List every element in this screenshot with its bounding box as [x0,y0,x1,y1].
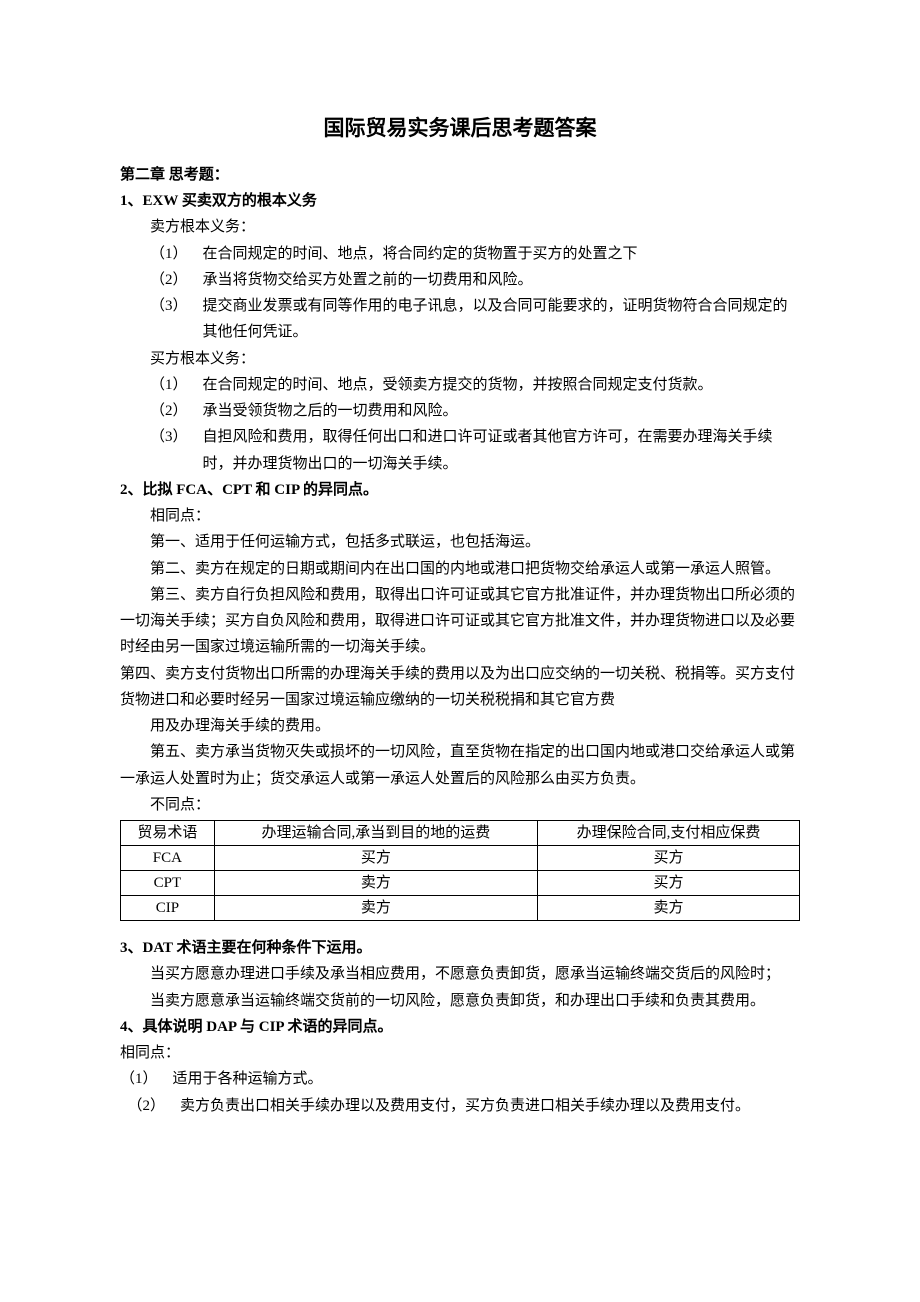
q4-item: （1） 适用于各种运输方式。 [120,1066,800,1092]
list-marker: （3） [150,293,188,346]
list-marker: （2） [150,398,188,424]
q2-heading: 2、比拟 FCA、CPT 和 CIP 的异同点。 [120,477,800,503]
q4-item: （2） 卖方负责出口相关手续办理以及费用支付，买方负责进口相关手续办理以及费用支… [120,1093,800,1119]
q2-same-label: 相同点： [120,503,800,529]
list-text: 卖方负责出口相关手续办理以及费用支付，买方负责进口相关手续办理以及费用支付。 [180,1093,800,1119]
table-row: CPT 卖方 买方 [121,871,800,896]
list-marker: （1） [150,372,188,398]
table-cell: CIP [121,896,215,921]
list-marker: （3） [150,424,188,477]
page-title: 国际贸易实务课后思考题答案 [120,110,800,147]
q2-point-4a: 第四、卖方支付货物出口所需的办理海关手续的费用以及为出口应交纳的一切关税、税捐等… [120,661,800,714]
q3-p1: 当买方愿意办理进口手续及承当相应费用，不愿意负责卸货，愿承当运输终端交货后的风险… [120,961,800,987]
q2-point-2: 第二、卖方在规定的日期或期间内在出口国的内地或港口把货物交给承运人或第一承运人照… [120,556,800,582]
chapter-heading: 第二章 思考题： [120,162,800,188]
list-marker: （1） [120,1066,158,1092]
q1-seller-item: （3） 提交商业发票或有同等作用的电子讯息，以及合同可能要求的，证明货物符合合同… [120,293,800,346]
list-marker: （2） [128,1093,166,1119]
table-header: 办理保险合同,支付相应保费 [537,821,799,846]
spacer [120,921,800,935]
q2-point-4b: 用及办理海关手续的费用。 [120,713,800,739]
q1-buyer-label: 买方根本义务： [120,346,800,372]
q1-seller-label: 卖方根本义务： [120,214,800,240]
list-marker: （1） [150,241,188,267]
q1-buyer-item: （2） 承当受领货物之后的一切费用和风险。 [120,398,800,424]
table-cell: 买方 [214,846,537,871]
table-row: CIP 卖方 卖方 [121,896,800,921]
table-cell: 卖方 [537,896,799,921]
q2-diff-label: 不同点： [120,792,800,818]
list-text: 提交商业发票或有同等作用的电子讯息，以及合同可能要求的，证明货物符合合同规定的其… [203,293,800,346]
q4-same-label: 相同点： [120,1040,800,1066]
comparison-table: 贸易术语 办理运输合同,承当到目的地的运费 办理保险合同,支付相应保费 FCA … [120,820,800,921]
q2-point-3: 第三、卖方自行负担风险和费用，取得出口许可证或其它官方批准证件，并办理货物出口所… [120,582,800,661]
q1-seller-item: （2） 承当将货物交给买方处置之前的一切费用和风险。 [120,267,800,293]
q3-heading: 3、DAT 术语主要在何种条件下运用。 [120,935,800,961]
document-page: 国际贸易实务课后思考题答案 第二章 思考题： 1、EXW 买卖双方的根本义务 卖… [0,0,920,1302]
table-header: 办理运输合同,承当到目的地的运费 [214,821,537,846]
q1-buyer-item: （1） 在合同规定的时间、地点，受领卖方提交的货物，并按照合同规定支付货款。 [120,372,800,398]
table-cell: 卖方 [214,896,537,921]
list-text: 自担风险和费用，取得任何出口和进口许可证或者其他官方许可，在需要办理海关手续时，… [203,424,800,477]
table-cell: 买方 [537,846,799,871]
q2-point-5: 第五、卖方承当货物灭失或损坏的一切风险，直至货物在指定的出口国内地或港口交给承运… [120,739,800,792]
table-header: 贸易术语 [121,821,215,846]
list-text: 适用于各种运输方式。 [173,1066,800,1092]
q1-seller-item: （1） 在合同规定的时间、地点，将合同约定的货物置于买方的处置之下 [120,241,800,267]
q1-heading: 1、EXW 买卖双方的根本义务 [120,188,800,214]
q2-point-1: 第一、适用于任何运输方式，包括多式联运，也包括海运。 [120,529,800,555]
list-text: 在合同规定的时间、地点，受领卖方提交的货物，并按照合同规定支付货款。 [203,372,800,398]
list-text: 在合同规定的时间、地点，将合同约定的货物置于买方的处置之下 [203,241,800,267]
q4-heading: 4、具体说明 DAP 与 CIP 术语的异同点。 [120,1014,800,1040]
list-text: 承当将货物交给买方处置之前的一切费用和风险。 [203,267,800,293]
table-cell: 买方 [537,871,799,896]
q1-buyer-item: （3） 自担风险和费用，取得任何出口和进口许可证或者其他官方许可，在需要办理海关… [120,424,800,477]
table-cell: FCA [121,846,215,871]
table-header-row: 贸易术语 办理运输合同,承当到目的地的运费 办理保险合同,支付相应保费 [121,821,800,846]
table-cell: 卖方 [214,871,537,896]
q3-p2: 当卖方愿意承当运输终端交货前的一切风险，愿意负责卸货，和办理出口手续和负责其费用… [120,988,800,1014]
list-marker: （2） [150,267,188,293]
list-text: 承当受领货物之后的一切费用和风险。 [203,398,800,424]
table-row: FCA 买方 买方 [121,846,800,871]
table-cell: CPT [121,871,215,896]
